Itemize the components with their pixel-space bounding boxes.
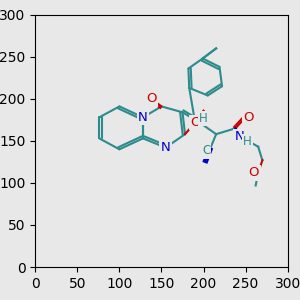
Text: H: H [199,112,208,125]
Text: H: H [243,135,252,148]
Text: N: N [235,130,244,143]
Text: N: N [161,141,171,154]
Text: C: C [202,145,210,158]
Text: O: O [146,92,157,105]
Text: O: O [244,111,254,124]
Text: N: N [138,111,148,124]
Text: O: O [190,116,200,129]
Text: O: O [249,166,259,179]
